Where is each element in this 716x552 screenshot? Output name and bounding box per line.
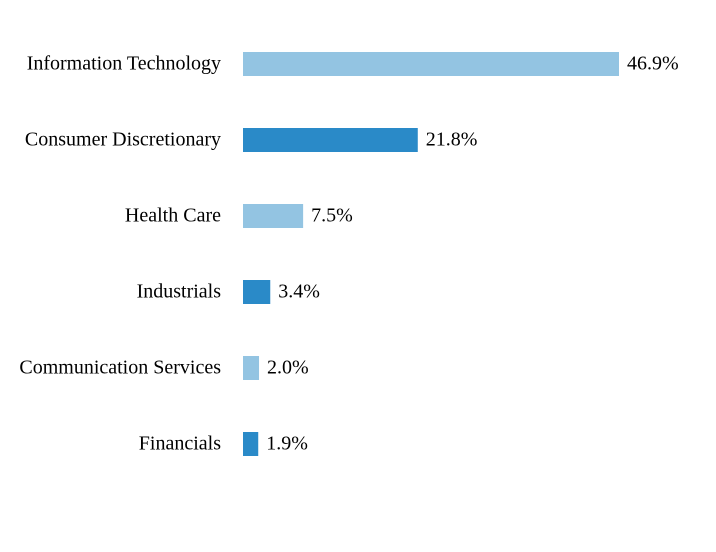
bar [243,432,259,456]
bar [243,52,619,76]
category-label: Industrials [137,281,222,303]
bar [243,280,271,304]
category-label: Information Technology [27,53,221,75]
value-label: 1.9% [266,433,308,455]
bar [243,356,260,380]
category-label: Health Care [125,205,221,227]
value-label: 2.0% [267,357,309,379]
category-label: Consumer Discretionary [25,129,221,151]
bar [243,204,304,228]
value-label: 21.8% [426,129,478,151]
category-label: Financials [139,433,221,455]
bar [243,128,418,152]
value-label: 46.9% [627,53,679,75]
value-label: 3.4% [278,281,320,303]
value-label: 7.5% [311,205,353,227]
category-label: Communication Services [19,357,221,379]
